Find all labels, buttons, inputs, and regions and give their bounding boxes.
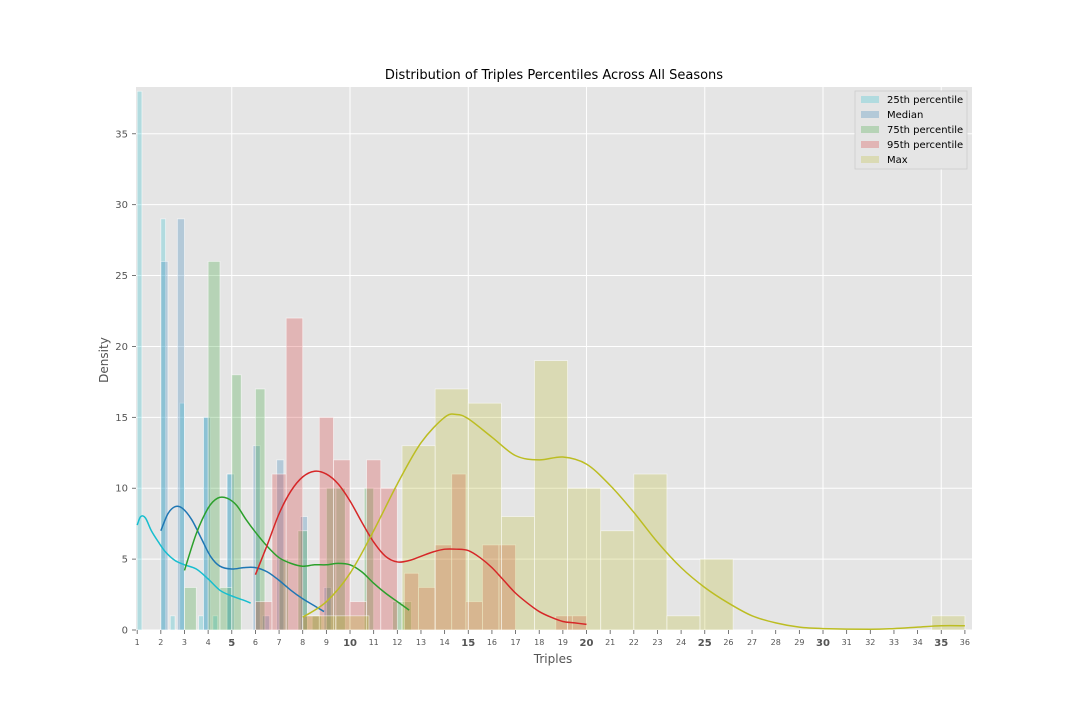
y-tick-label: 15 <box>115 413 128 424</box>
bar-series-1 <box>203 416 211 631</box>
bar-series-0 <box>136 90 143 631</box>
legend-label: Max <box>887 155 908 166</box>
bar-series-2 <box>207 260 221 631</box>
y-tick-label: 20 <box>115 342 128 353</box>
kde-line-series-0 <box>136 515 251 604</box>
x-tick-label: 20 <box>580 638 594 649</box>
bar-series-3 <box>255 601 273 631</box>
x-tick-label: 19 <box>558 638 568 647</box>
y-tick-label: 5 <box>122 555 128 566</box>
histogram-bars <box>136 90 966 631</box>
x-tick-label: 1 <box>135 638 140 647</box>
bar-series-0 <box>198 615 204 631</box>
x-tick-label: 30 <box>816 638 830 649</box>
x-tick-label: 33 <box>889 638 899 647</box>
x-tick-label: 15 <box>461 638 475 649</box>
bar-series-4 <box>534 360 568 631</box>
x-tick-label: 9 <box>324 638 329 647</box>
x-tick-label: 29 <box>794 638 804 647</box>
x-tick-label: 8 <box>300 638 305 647</box>
legend-label: 75th percentile <box>887 125 963 136</box>
x-tick-label: 36 <box>960 638 970 647</box>
bar-series-4 <box>335 615 370 631</box>
bar-series-3 <box>318 416 334 631</box>
x-tick-label: 18 <box>534 638 544 647</box>
bar-series-4 <box>699 558 734 631</box>
x-axis-label: Triples <box>533 652 572 666</box>
x-tick-label: 23 <box>652 638 662 647</box>
kde-line-series-4 <box>302 413 965 631</box>
y-axis-ticks: 0 5 10 15 20 25 30 35 <box>115 129 136 637</box>
x-tick-label: 21 <box>605 638 615 647</box>
legend-swatch <box>861 111 879 118</box>
y-tick-label: 35 <box>115 129 128 140</box>
kde-line-series-1 <box>160 505 325 613</box>
x-tick-label: 5 <box>228 638 235 649</box>
kde-line-series-3 <box>254 470 587 626</box>
kde-curves <box>136 413 965 631</box>
bar-series-3 <box>333 459 351 631</box>
x-tick-label: 7 <box>277 638 282 647</box>
bar-series-4 <box>931 615 966 631</box>
x-tick-label: 35 <box>934 638 948 649</box>
bar-series-4 <box>467 402 502 631</box>
bar-series-4 <box>500 516 535 631</box>
x-tick-label: 22 <box>629 638 639 647</box>
x-tick-label: 10 <box>343 638 357 649</box>
x-tick-label: 27 <box>747 638 757 647</box>
x-tick-label: 26 <box>723 638 733 647</box>
y-tick-label: 25 <box>115 271 128 282</box>
x-tick-label: 4 <box>206 638 211 647</box>
chart-title: Distribution of Triples Percentiles Acro… <box>385 68 723 83</box>
bar-series-3 <box>271 473 287 631</box>
x-tick-label: 24 <box>676 638 686 647</box>
legend-swatch <box>861 96 879 103</box>
x-tick-label: 34 <box>913 638 923 647</box>
y-tick-label: 30 <box>115 200 128 211</box>
bar-series-4 <box>434 388 469 631</box>
plot-background <box>136 87 972 630</box>
bar-series-3 <box>285 317 304 631</box>
kde-line-series-2 <box>183 496 410 611</box>
x-tick-label: 6 <box>253 638 258 647</box>
x-tick-label: 13 <box>416 638 426 647</box>
x-tick-label: 12 <box>392 638 402 647</box>
bar-series-4 <box>302 615 337 631</box>
legend-label: Median <box>887 110 923 121</box>
y-tick-label: 0 <box>122 626 128 637</box>
legend-label: 95th percentile <box>887 140 963 151</box>
legend-swatch <box>861 141 879 148</box>
x-tick-label: 11 <box>369 638 379 647</box>
legend-label: 25th percentile <box>887 95 963 106</box>
x-tick-label: 28 <box>771 638 781 647</box>
bar-series-0 <box>169 615 176 631</box>
bar-series-1 <box>160 260 169 631</box>
x-tick-label: 16 <box>487 638 497 647</box>
legend-box <box>854 90 968 170</box>
legend-swatch <box>861 126 879 133</box>
legend-swatch <box>861 156 879 163</box>
bar-series-4 <box>567 487 602 631</box>
x-tick-label: 3 <box>182 638 187 647</box>
bar-series-4 <box>401 445 436 631</box>
x-tick-label: 25 <box>698 638 712 649</box>
x-tick-label: 31 <box>842 638 852 647</box>
x-tick-label: 32 <box>865 638 875 647</box>
bar-series-2 <box>184 587 197 631</box>
x-tick-label: 14 <box>440 638 450 647</box>
bar-series-2 <box>231 374 242 631</box>
bar-series-3 <box>366 459 382 631</box>
legend: 25th percentile Median 75th percentile 95th… <box>854 90 968 170</box>
x-tick-label: 17 <box>510 638 520 647</box>
bar-series-4 <box>633 473 668 631</box>
bar-series-4 <box>600 530 635 631</box>
x-tick-label: 2 <box>158 638 163 647</box>
x-axis-ticks: 1 2 3 4 5 6 7 8 9 10 11 12 13 14 15 16 17 18 19 20 21 22 23 24 2… <box>135 630 970 649</box>
bar-series-2 <box>255 388 266 631</box>
bar-series-1 <box>176 218 185 631</box>
bar-series-4 <box>666 615 701 631</box>
y-tick-label: 10 <box>115 484 128 495</box>
y-axis-label: Density <box>97 337 111 383</box>
